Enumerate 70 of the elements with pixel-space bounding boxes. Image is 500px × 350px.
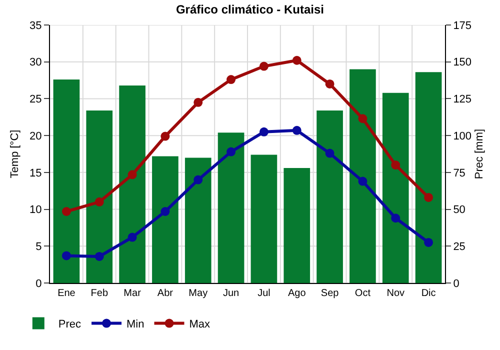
y2-tick-label: 0	[453, 278, 460, 290]
point	[94, 252, 104, 261]
point	[424, 238, 434, 247]
x-tick-label: Ene	[58, 288, 76, 299]
y2-tick-label: 175	[453, 20, 472, 32]
point	[325, 148, 334, 158]
bar	[86, 110, 113, 283]
point	[424, 192, 434, 202]
point	[194, 175, 203, 184]
y-tick-label: 5	[36, 240, 42, 253]
x-tick-label: Feb	[90, 288, 108, 299]
y-tick-label: 35	[30, 20, 42, 32]
y2-tick-label: 50	[453, 204, 466, 216]
y-tick-label: 20	[30, 130, 42, 142]
y2-tick-label: 150	[453, 56, 472, 69]
point	[94, 197, 104, 206]
bar	[382, 92, 409, 283]
point	[292, 126, 302, 135]
y2-tick-label: 25	[453, 240, 466, 253]
bar	[284, 168, 310, 283]
y2-tick-label: 75	[453, 167, 466, 180]
point	[358, 114, 368, 124]
y-tick-label: 30	[30, 56, 42, 69]
legend-label: Prec	[58, 318, 82, 331]
legend-label: Max	[189, 318, 211, 331]
y-tick-label: 25	[30, 94, 42, 106]
x-tick-label: Sep	[320, 288, 340, 299]
point	[160, 207, 170, 216]
point	[391, 160, 400, 170]
point	[325, 79, 334, 88]
point	[62, 207, 71, 216]
x-tick-label: Mar	[124, 288, 142, 299]
y-tick-label: 10	[30, 204, 42, 216]
x-tick-label: Ago	[288, 288, 306, 299]
bar	[250, 154, 278, 283]
point	[358, 176, 368, 186]
point	[128, 232, 137, 242]
x-tick-label: May	[188, 288, 208, 299]
x-tick-label: Jun	[222, 288, 240, 299]
y2-tick-label: 125	[453, 94, 472, 106]
x-tick-label: Nov	[386, 288, 405, 299]
point	[391, 214, 400, 223]
y-tick-label: 0	[36, 278, 42, 290]
point	[226, 75, 236, 84]
y2-tick-label: 100	[453, 130, 472, 142]
y-axis-title: Temp [°C]	[9, 130, 21, 178]
chart-title: Gráfico climático - Kutaisi	[176, 2, 324, 17]
bar	[415, 72, 442, 283]
point	[259, 62, 268, 71]
x-tick-label: Jul	[258, 288, 270, 299]
y-tick-label: 15	[30, 167, 42, 180]
bar	[184, 158, 212, 283]
bar	[119, 85, 146, 283]
point	[259, 127, 268, 136]
y2-axis-title: Prec [mm]	[474, 128, 486, 180]
point	[194, 98, 203, 107]
bar	[350, 69, 376, 283]
point	[128, 170, 137, 180]
x-tick-label: Dic	[421, 288, 436, 299]
bar	[218, 132, 244, 283]
point	[226, 147, 236, 156]
x-tick-label: Oct	[354, 288, 371, 299]
bar	[53, 80, 80, 283]
point	[160, 132, 170, 141]
x-tick-label: Abr	[157, 288, 174, 299]
point	[292, 56, 302, 65]
point	[62, 251, 71, 260]
bar	[152, 156, 178, 283]
bar	[316, 110, 343, 283]
legend-label: Min	[126, 318, 144, 331]
